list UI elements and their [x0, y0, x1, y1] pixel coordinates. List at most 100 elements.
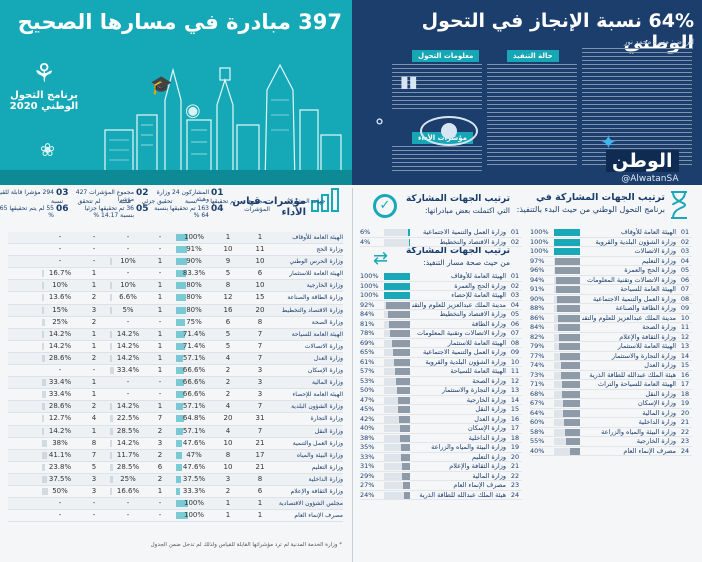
pct-bar	[176, 342, 185, 350]
cell-total: 7	[257, 402, 263, 411]
rank-agency-name: وزارة التعليم	[641, 256, 676, 265]
table-header-cell: نسبة	[50, 198, 64, 205]
cell-done-pct: 47%	[186, 450, 202, 459]
pct-bar	[42, 451, 47, 459]
rank-bar-track	[384, 377, 410, 385]
rank-bar-track	[384, 453, 410, 461]
cell-part-pct: -	[126, 317, 130, 326]
ranking-row: 02 وزارة الحج والعمرة 100%	[360, 282, 522, 291]
cell-not-pct: 50%	[52, 486, 68, 495]
rank-percent: 45%	[360, 405, 375, 413]
pct-bar	[42, 318, 45, 326]
cell-not: 1	[91, 329, 97, 338]
rank-agency-name: وزارة الشؤون البلدية والقروية	[595, 237, 676, 246]
cell-done: 6	[225, 317, 231, 326]
rank-bar	[564, 428, 580, 436]
pct-bar	[110, 306, 112, 314]
rank-bar	[559, 352, 580, 360]
cell-done-pct: 37.5%	[182, 474, 206, 483]
rank-number: 14	[680, 351, 690, 360]
pct-bar	[176, 475, 181, 483]
ranking-row: 04 مدينة الملك عبدالعزيز للعلوم والتقنية 9…	[360, 301, 522, 310]
row-agency-name: مجلس الشؤون الاقتصادية	[278, 500, 343, 508]
rank-percent: 42%	[360, 414, 375, 423]
rank-bar	[400, 444, 410, 451]
cell-part-pct: 14.2%	[116, 341, 140, 350]
cell-total: 10	[255, 257, 265, 266]
rank-number: 03	[680, 247, 690, 255]
rank-bar	[401, 453, 410, 461]
rank-agency-name: وزارة البيئة والمياه والزراعة	[601, 427, 676, 436]
rank-percent: 77%	[530, 351, 545, 360]
cell-not: -	[92, 366, 96, 375]
rank-agency-name: هيئة الملك عبدالله للطاقة الذرية	[419, 490, 506, 499]
ranking-row: 11 الهيئة العامة للسياحة 57%	[360, 367, 522, 377]
rank-number: 02	[680, 237, 690, 246]
row-agency-name: وزارة الشؤون البلدية	[291, 403, 343, 411]
cell-not-pct: -	[58, 366, 62, 375]
table-row: وزارة البيئة والمياه 17 8 47% 2 11.7% 7 41.1%	[8, 449, 343, 462]
cell-not-pct: 23.8%	[48, 462, 72, 471]
cell-not: 1	[91, 390, 97, 399]
pct-bar	[176, 451, 182, 459]
rank-bar-track	[554, 390, 580, 398]
row-agency-name: وزارة الطاقة والصناعة	[287, 294, 343, 302]
twitter-handle[interactable]: @AlwatanSA	[621, 174, 679, 184]
rank-percent: 67%	[530, 399, 545, 407]
pct-bar	[176, 463, 182, 471]
cell-part-pct: -	[126, 245, 130, 254]
cell-total: 21	[255, 438, 265, 447]
rank-percent: 33%	[360, 452, 375, 461]
rank-agency-name: وزارة البيئة والمياه والزراعة	[431, 443, 506, 451]
rank-agency-name: وزارة الحج والعمرة	[624, 266, 676, 274]
ranking-row: 02 وزارة الاقتصاد والتخطيط 4%	[360, 238, 522, 247]
ranking-row: 13 وزارة التجارة والاستثمار 50%	[360, 386, 522, 396]
left-banner-title: 397 مبادرة في مسارها الصحيح	[17, 10, 342, 34]
rank-bar	[397, 396, 410, 404]
ranking-row: 24 هيئة الملك عبدالله للطاقة الذرية 24%	[360, 490, 522, 500]
rank-bar-track	[384, 368, 410, 375]
legend-text: 36 تم تحقيقها جزئيا بنسبة 14.17 %	[84, 205, 134, 219]
cell-total: 1	[257, 233, 263, 241]
rank-number: 06	[510, 319, 520, 328]
rank-bar-track	[384, 320, 410, 328]
cell-not-pct: 14.2%	[48, 329, 72, 338]
rank-bar	[401, 463, 410, 470]
ranking-row: 02 وزارة الشؤون البلدية والقروية 100%	[530, 237, 692, 247]
rank-bar-track	[554, 267, 580, 274]
rank-bar-track	[384, 425, 410, 432]
pct-bar	[110, 354, 112, 362]
cell-total: 3	[257, 390, 263, 399]
rank-number: 16	[510, 414, 520, 423]
rank-number: 11	[510, 367, 520, 375]
cell-done-pct: 47.6%	[182, 462, 206, 471]
cell-part: 1	[157, 366, 163, 375]
rank-number: 16	[680, 370, 690, 379]
pct-bar	[176, 354, 183, 362]
row-agency-name: وزارة العمل والتنمية	[292, 439, 343, 447]
ranking-start-list: 01 الهيئة العامة للأوقاف 100% 02 وزارة الشؤو…	[530, 228, 692, 456]
rank-bar	[408, 238, 410, 246]
cell-part-pct: -	[126, 390, 130, 399]
cell-done: 4	[225, 353, 231, 362]
cell-total: 10	[255, 281, 265, 290]
rank-bar-track	[384, 311, 410, 318]
rank-agency-name: وزارة التجارة والاستثمار	[611, 351, 676, 360]
ranking-row: 05 وزارة الاقتصاد والتخطيط 84%	[360, 310, 522, 320]
table-row: وزارة الشؤون البلدية 7 4 57.1% 1 14.2% 2 28.6%	[8, 401, 343, 414]
cell-not-pct: -	[58, 499, 62, 508]
rank-agency-name: وزارة الإسكان	[468, 424, 506, 432]
rank-number: 18	[680, 389, 690, 398]
ranking-row: 19 وزارة البيئة والمياه والزراعة 35%	[360, 443, 522, 453]
pct-bar	[42, 330, 44, 338]
rank-number: 20	[680, 408, 690, 417]
cell-done: 1	[225, 511, 231, 520]
cell-part: 1	[157, 341, 163, 350]
rank-bar-track	[554, 333, 580, 341]
rank-number: 13	[680, 342, 690, 350]
cell-done-pct: 100%	[183, 511, 204, 520]
pct-bar	[176, 258, 187, 266]
rank-number: 08	[680, 294, 690, 303]
rank-bar-track	[554, 438, 580, 445]
ranking-path-list: 01 الهيئة العامة للأوقاف 100% 02 وزارة الحج …	[360, 272, 522, 500]
